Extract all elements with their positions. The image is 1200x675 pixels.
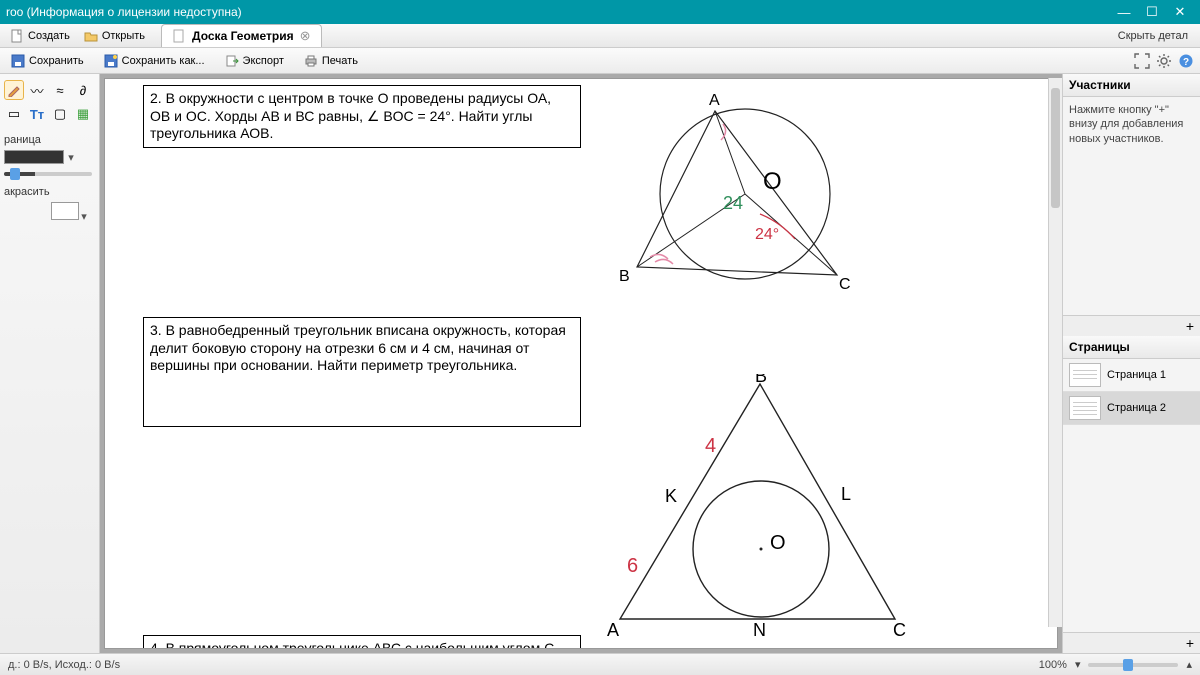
minimize-button[interactable]: — <box>1110 5 1138 20</box>
save-as-button[interactable]: Сохранить как... <box>99 52 210 70</box>
border-width-slider[interactable] <box>4 172 92 176</box>
close-button[interactable]: ✕ <box>1166 4 1194 20</box>
rect-tool[interactable]: ▭ <box>4 104 24 124</box>
problem-box-2[interactable]: 2. В окружности с центром в точке О пров… <box>143 85 581 148</box>
page-thumb-icon <box>1069 396 1101 420</box>
text-tool[interactable]: Tт <box>27 104 47 124</box>
save-as-label: Сохранить как... <box>122 55 205 67</box>
folder-open-icon <box>84 29 98 43</box>
open-button[interactable]: Открыть <box>78 27 151 45</box>
note-tool[interactable]: ▢ <box>50 104 70 124</box>
menubar: Создать Открыть Доска Геометрия ⊗ Скрыть… <box>0 24 1200 48</box>
problem-box-4[interactable]: 4. В прямоугольном треугольнике АВС с на… <box>143 635 581 649</box>
wave-tool[interactable]: ≈ <box>50 80 70 100</box>
svg-text:C: C <box>893 620 906 640</box>
svg-text:K: K <box>665 486 677 506</box>
participants-add-button[interactable]: + <box>1063 315 1200 336</box>
ann-24-inner: 24 <box>723 193 743 213</box>
pages-header: Страницы <box>1063 336 1200 359</box>
participants-header: Участники <box>1063 74 1200 97</box>
page-label: Страница 1 <box>1107 369 1166 381</box>
whiteboard-canvas[interactable]: 2. В окружности с центром в точке О пров… <box>104 78 1058 649</box>
svg-text:L: L <box>841 484 851 504</box>
pen-tool[interactable] <box>4 80 24 100</box>
diagram-1: 24 24° O A B C <box>605 89 905 309</box>
svg-text:N: N <box>753 620 766 640</box>
participants-hint: Нажмите кнопку "+" внизу для добавления … <box>1069 103 1194 146</box>
loop-tool[interactable]: ∂ <box>73 80 93 100</box>
zoom-label: 100% <box>1039 659 1067 671</box>
svg-text:O: O <box>770 532 786 554</box>
tab-label: Доска Геометрия <box>192 29 294 43</box>
tab-close-icon[interactable]: ⊗ <box>300 28 311 44</box>
save-as-icon <box>104 54 118 68</box>
svg-text:A: A <box>709 92 720 109</box>
border-dropdown[interactable]: ▾ <box>66 151 76 164</box>
svg-text:A: A <box>607 620 619 640</box>
fill-dropdown[interactable]: ▾ <box>79 210 89 223</box>
export-icon <box>225 54 239 68</box>
save-label: Сохранить <box>29 55 84 67</box>
border-section-label: раница <box>4 134 95 146</box>
zoom-slider[interactable] <box>1088 663 1178 667</box>
problem-box-3[interactable]: 3. В равнобедренный треугольник вписана … <box>143 317 581 427</box>
export-label: Экспорт <box>243 55 284 67</box>
right-panel: Участники Нажмите кнопку "+" внизу для д… <box>1062 74 1200 653</box>
zoom-in-icon[interactable]: ▴ <box>1186 658 1192 671</box>
create-button[interactable]: Создать <box>4 27 76 45</box>
ann-24-outer: 24° <box>755 226 779 243</box>
create-label: Создать <box>28 30 70 42</box>
svg-text:B: B <box>755 374 767 386</box>
network-status: д.: 0 B/s, Исход.: 0 B/s <box>8 659 120 671</box>
open-label: Открыть <box>102 30 145 42</box>
pages-list: Страница 1 Страница 2 <box>1063 359 1200 632</box>
svg-text:O: O <box>763 168 782 195</box>
diagram-2: O B A C K L N 4 6 <box>585 374 945 644</box>
hide-details-button[interactable]: Скрыть детал <box>1118 30 1196 42</box>
print-icon <box>304 54 318 68</box>
vertical-scrollbar[interactable] <box>1048 78 1062 627</box>
save-icon <box>11 54 25 68</box>
svg-text:B: B <box>619 268 630 285</box>
svg-text:4: 4 <box>705 435 716 457</box>
fullscreen-icon[interactable] <box>1134 53 1150 69</box>
statusbar: д.: 0 B/s, Исход.: 0 B/s 100% ▾ ▴ <box>0 653 1200 675</box>
tool-palette: 〰 ≈ ∂ ▭ Tт ▢ ▦ раница ▾ акрасить ▾ <box>0 74 100 653</box>
curve-tool[interactable]: 〰 <box>27 80 47 100</box>
export-button[interactable]: Экспорт <box>220 52 289 70</box>
doc-icon <box>172 29 186 43</box>
print-label: Печать <box>322 55 358 67</box>
fill-section-label: акрасить <box>4 186 95 198</box>
maximize-button[interactable]: ☐ <box>1138 4 1166 20</box>
fill-color-swatch[interactable] <box>51 202 79 220</box>
zoom-out-icon[interactable]: ▾ <box>1075 658 1081 671</box>
page-label: Страница 2 <box>1107 402 1166 414</box>
gear-icon[interactable] <box>1156 53 1172 69</box>
svg-text:C: C <box>839 276 851 293</box>
tab-geometry[interactable]: Доска Геометрия ⊗ <box>161 24 321 47</box>
print-button[interactable]: Печать <box>299 52 363 70</box>
page-thumb-icon <box>1069 363 1101 387</box>
pages-add-button[interactable]: + <box>1063 632 1200 653</box>
svg-text:?: ? <box>1183 57 1189 68</box>
canvas-area: 2. В окружности с центром в точке О пров… <box>100 74 1062 653</box>
save-button[interactable]: Сохранить <box>6 52 89 70</box>
main-area: 〰 ≈ ∂ ▭ Tт ▢ ▦ раница ▾ акрасить ▾ 2. В … <box>0 74 1200 653</box>
document-toolbar: Сохранить Сохранить как... Экспорт Печат… <box>0 48 1200 74</box>
svg-text:6: 6 <box>627 555 638 577</box>
window-titlebar: roo (Информация о лицензии недоступна) —… <box>0 0 1200 24</box>
new-doc-icon <box>10 29 24 43</box>
image-tool[interactable]: ▦ <box>73 104 93 124</box>
window-title: roo (Информация о лицензии недоступна) <box>6 5 242 19</box>
page-item-1[interactable]: Страница 1 <box>1063 359 1200 392</box>
page-item-2[interactable]: Страница 2 <box>1063 392 1200 425</box>
help-icon[interactable]: ? <box>1178 53 1194 69</box>
